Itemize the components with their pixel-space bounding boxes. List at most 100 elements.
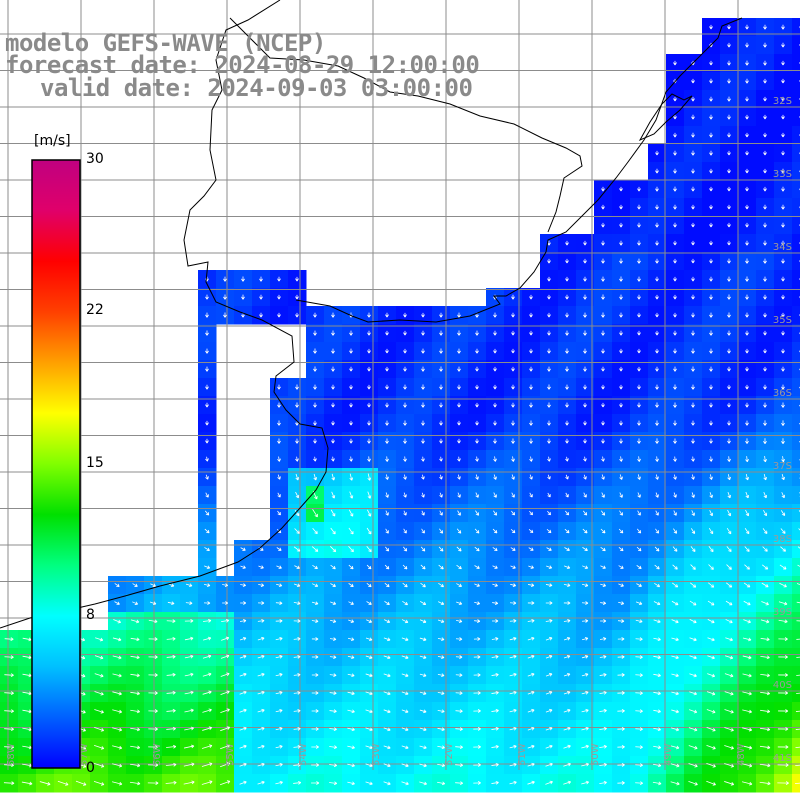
wind-arrow	[94, 691, 104, 696]
wind-arrow	[295, 384, 299, 390]
wind-arrow	[726, 564, 732, 570]
wind-arrow	[383, 691, 391, 696]
wind-arrow	[744, 528, 750, 535]
wind-arrow	[745, 473, 749, 481]
wind-arrow	[491, 654, 499, 659]
wind-arrow	[653, 691, 661, 696]
wind-arrow	[745, 78, 749, 84]
wind-arrow	[689, 619, 697, 624]
wind-arrow	[619, 186, 623, 192]
wind-arrow	[240, 547, 246, 551]
wind-arrow	[509, 672, 517, 677]
wind-arrow	[563, 583, 571, 587]
wind-arrow	[709, 438, 713, 444]
wind-arrow	[655, 510, 659, 516]
wind-arrow	[581, 780, 590, 785]
wind-arrow	[655, 150, 659, 156]
wind-arrow	[763, 473, 768, 481]
wind-arrow	[796, 601, 800, 604]
wind-arrow	[473, 763, 481, 767]
wind-arrow	[112, 763, 123, 768]
wind-arrow	[331, 348, 335, 354]
wind-arrow	[527, 672, 535, 677]
wind-arrow	[148, 709, 158, 713]
wind-arrow	[419, 763, 427, 768]
wind-arrow	[493, 492, 497, 498]
wind-arrow	[547, 438, 551, 444]
wind-arrow	[94, 727, 105, 732]
wind-arrow	[706, 691, 716, 696]
wind-arrow	[742, 745, 753, 750]
wind-arrow	[509, 636, 517, 641]
wind-arrow	[565, 348, 569, 354]
wind-arrow	[239, 619, 247, 623]
wind-arrow	[493, 474, 497, 480]
wind-arrow	[582, 619, 589, 623]
wind-arrow	[745, 240, 749, 246]
wind-arrow	[745, 366, 749, 372]
wind-arrow	[493, 384, 497, 390]
wind-arrow	[565, 240, 569, 246]
wind-arrow	[565, 438, 569, 444]
wind-arrow	[581, 637, 589, 641]
wind-arrow	[673, 186, 677, 192]
wind-arrow	[401, 781, 409, 786]
wind-arrow	[529, 510, 533, 516]
wind-arrow	[727, 294, 731, 300]
wind-arrow	[583, 276, 587, 282]
wind-arrow	[599, 744, 607, 749]
wind-arrow	[670, 781, 680, 786]
wind-arrow	[313, 420, 317, 426]
wind-speed-cell	[792, 270, 800, 289]
wind-arrow	[130, 727, 140, 732]
wind-arrow	[725, 619, 733, 624]
wind-arrow	[166, 708, 176, 713]
wind-arrow	[671, 709, 679, 714]
wind-arrow	[601, 420, 605, 426]
wind-arrow	[293, 762, 301, 767]
wind-arrow	[94, 745, 105, 750]
wind-arrow	[763, 294, 767, 300]
wind-arrow	[384, 601, 390, 606]
wind-arrow	[601, 222, 605, 228]
wind-arrow	[183, 780, 195, 785]
wind-arrow	[581, 762, 589, 767]
wind-arrow	[690, 546, 696, 552]
wind-arrow	[727, 78, 731, 84]
wind-arrow	[384, 619, 391, 624]
wind-arrow	[203, 636, 212, 641]
wind-arrow	[367, 330, 371, 336]
wind-arrow	[527, 762, 535, 767]
wind-arrow	[475, 438, 479, 444]
wind-arrow	[330, 546, 337, 553]
wind-arrow	[348, 564, 354, 570]
wind-arrow	[311, 709, 319, 713]
wind-arrow	[797, 564, 800, 567]
wind-arrow	[691, 402, 695, 408]
wind-arrow	[257, 672, 265, 677]
wind-arrow	[438, 564, 444, 570]
wind-arrow	[220, 726, 231, 732]
wind-arrow	[673, 150, 677, 156]
wind-arrow	[94, 655, 104, 660]
wind-arrow	[22, 727, 32, 732]
wind-arrow	[349, 438, 353, 444]
wind-arrow	[439, 312, 443, 318]
wind-arrow	[780, 546, 786, 552]
wind-arrow	[475, 420, 479, 426]
wind-arrow	[148, 691, 158, 695]
wind-arrow	[221, 636, 230, 641]
wind-arrow	[457, 384, 461, 390]
wind-arrow	[691, 348, 695, 354]
wind-arrow	[599, 690, 607, 695]
lagoa-dos-patos	[638, 93, 693, 142]
wind-arrow	[619, 348, 623, 354]
wind-arrow	[691, 492, 695, 498]
wind-arrow	[112, 727, 123, 732]
wind-arrow	[781, 312, 785, 318]
wind-arrow	[403, 492, 407, 498]
wind-arrow	[527, 708, 535, 713]
wind-arrow	[474, 546, 480, 552]
wind-arrow	[760, 655, 770, 660]
